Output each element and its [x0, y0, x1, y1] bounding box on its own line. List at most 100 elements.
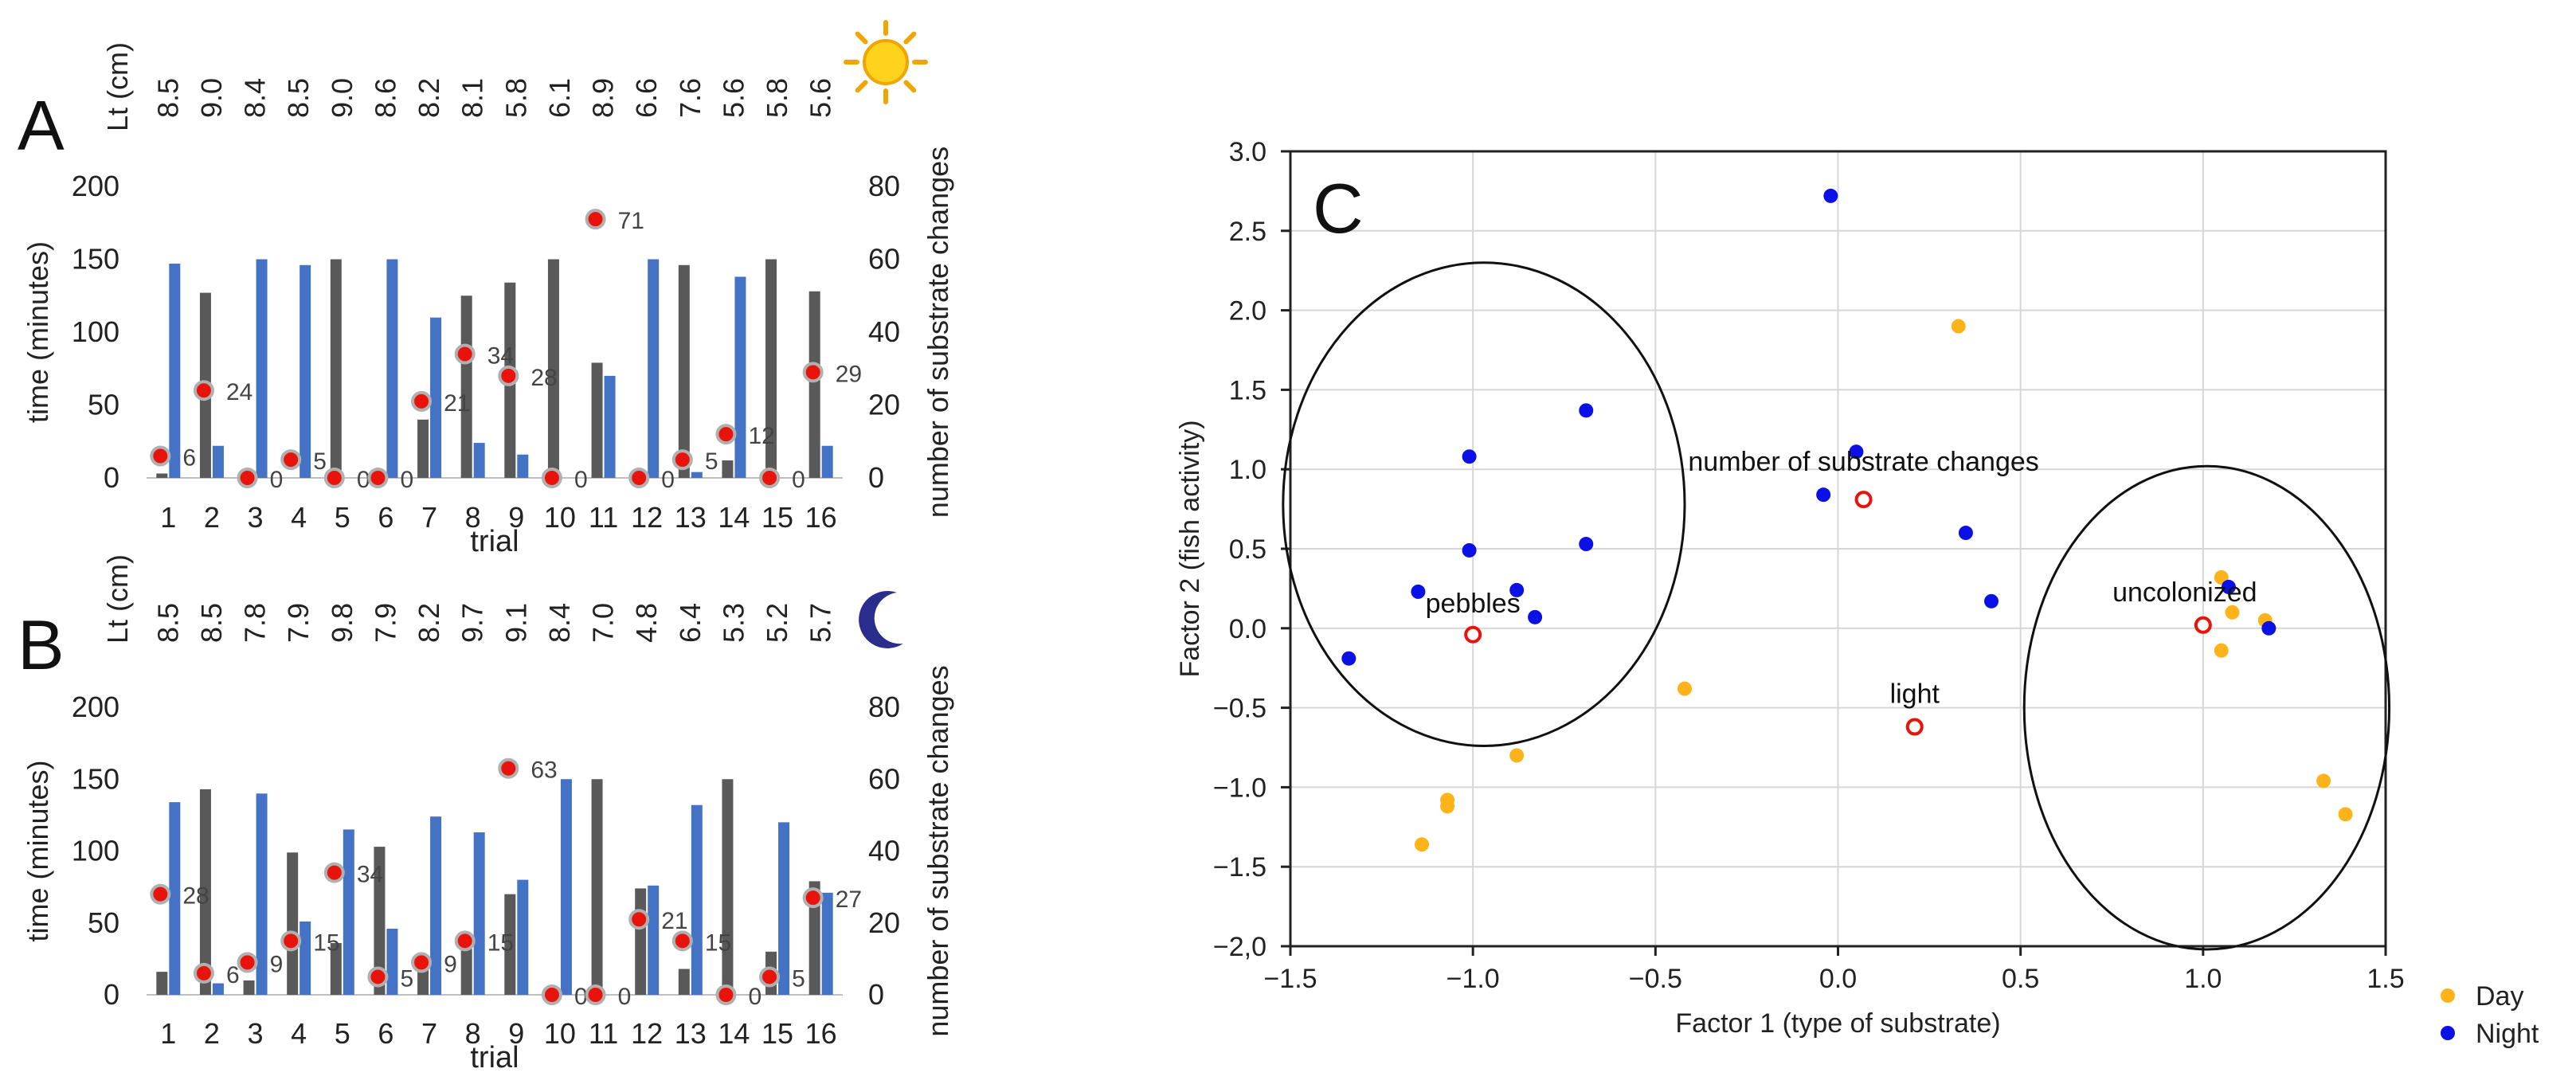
- point-day-11: [2338, 807, 2353, 822]
- marker-substrate-changes-16: [802, 362, 824, 383]
- marker-substrate-changes-2: [193, 962, 214, 984]
- x-tick-label: 4: [291, 501, 307, 534]
- bar-time-blue-7: [430, 816, 442, 995]
- panel-letter: A: [18, 86, 65, 165]
- point-night-13: [2221, 579, 2236, 594]
- x-tick-label: 11: [589, 1017, 618, 1050]
- data-label: 0: [357, 467, 370, 493]
- data-label: 34: [487, 342, 514, 369]
- lt-value: 8.5: [195, 603, 228, 643]
- x-tick-label: 15: [761, 501, 793, 534]
- y-tick-label-left: 150: [72, 762, 119, 795]
- x-axis-label: trial: [470, 525, 519, 558]
- y-tick-label-right: 40: [868, 835, 900, 867]
- x-axis-label: trial: [470, 1041, 519, 1074]
- lt-value: 4.8: [630, 603, 663, 643]
- point-day-9: [2214, 643, 2229, 658]
- bar-time-blue-5: [343, 829, 354, 995]
- y-tick-label-right: 60: [868, 762, 900, 795]
- x-tick-label: 6: [378, 501, 393, 534]
- marker-substrate-changes-9: [498, 365, 519, 386]
- data-label: 0: [400, 467, 413, 493]
- x-tick-label: 1: [160, 1017, 176, 1050]
- x-tick-label: 3: [248, 1017, 264, 1050]
- marker-substrate-changes-7: [411, 952, 433, 973]
- legend-marker-day: [2441, 988, 2455, 1003]
- data-label: 6: [182, 445, 196, 472]
- bar-time-blue-9: [517, 454, 529, 478]
- lt-value: 9.0: [195, 78, 228, 118]
- x-tick-label: 0.5: [2002, 964, 2039, 994]
- sun-icon: [844, 20, 928, 104]
- y-tick-label: 2.0: [1229, 296, 1266, 327]
- marker-substrate-changes-9: [498, 757, 519, 779]
- lt-value: 9.0: [326, 78, 358, 118]
- bar-time-dark-11: [591, 362, 603, 478]
- x-tick-label: 1: [160, 501, 176, 534]
- y-tick-label: −2,0: [1213, 932, 1266, 962]
- bar-time-dark-13: [678, 969, 690, 995]
- bar-time-blue-2: [212, 983, 224, 995]
- bar-time-blue-16: [821, 445, 833, 478]
- bar-time-dark-12: [635, 888, 647, 995]
- data-label: 28: [530, 365, 557, 391]
- data-label: 5: [400, 965, 413, 992]
- legend-label: Night: [2476, 1019, 2539, 1049]
- x-tick-label: 2: [204, 501, 220, 534]
- y-tick-label: 0.0: [1229, 614, 1266, 644]
- lt-value: 9.7: [456, 603, 489, 643]
- lt-value: 7.9: [282, 603, 315, 643]
- bar-time-blue-13: [691, 804, 703, 995]
- marker-substrate-changes-11: [585, 209, 606, 230]
- bar-time-blue-16: [821, 892, 833, 995]
- bar-time-blue-3: [256, 793, 268, 995]
- data-label: 27: [836, 886, 862, 913]
- x-tick-label: 9: [508, 501, 524, 534]
- y-tick-label-left: 0: [104, 461, 119, 494]
- bar-time-blue-4: [299, 921, 311, 995]
- lt-value: 8.6: [369, 78, 401, 118]
- y-tick-label-left: 150: [72, 243, 119, 276]
- bar-time-blue-10: [560, 779, 572, 995]
- bar-time-dark-8: [460, 295, 472, 478]
- centroid-pebbles: [1464, 625, 1482, 644]
- data-label: 0: [748, 984, 761, 1010]
- marker-substrate-changes-5: [323, 468, 345, 488]
- marker-substrate-changes-1: [150, 445, 171, 467]
- x-tick-label: 1.0: [2184, 964, 2222, 994]
- y-tick-label: 3.0: [1229, 137, 1266, 167]
- marker-substrate-changes-8: [454, 343, 476, 365]
- bar-time-blue-3: [256, 259, 268, 478]
- data-label: 0: [792, 467, 805, 493]
- x-tick-label: 16: [805, 501, 837, 534]
- bar-time-dark-16: [808, 881, 820, 995]
- x-tick-label: −1.5: [1263, 964, 1317, 994]
- point-night-10: [1816, 487, 1831, 503]
- point-day-1: [1678, 681, 1692, 696]
- x-tick-label: 11: [589, 501, 618, 534]
- data-label: 34: [357, 862, 383, 888]
- centroid-label: light: [1890, 679, 1940, 710]
- marker-substrate-changes-13: [671, 449, 693, 471]
- lt-value: 6.1: [543, 78, 576, 118]
- bar-time-dark-1: [156, 972, 168, 995]
- bar-time-blue-7: [430, 317, 442, 478]
- marker-substrate-changes-14: [715, 984, 737, 1005]
- data-label: 29: [836, 361, 862, 387]
- y-tick-label-left: 200: [72, 691, 119, 723]
- y-tick-label-right: 80: [868, 691, 900, 723]
- y-tick-label-left: 50: [88, 389, 119, 421]
- x-tick-label: 12: [631, 501, 663, 534]
- marker-substrate-changes-13: [671, 930, 693, 952]
- y-axis-label-right: number of substrate changes: [922, 665, 954, 1036]
- lt-value: 8.5: [151, 78, 184, 118]
- point-day-0: [1951, 319, 1966, 334]
- bar-time-blue-11: [604, 375, 616, 478]
- x-tick-label: 13: [675, 1017, 707, 1050]
- lt-value: 7.9: [369, 603, 401, 643]
- marker-substrate-changes-16: [802, 887, 824, 909]
- x-tick-label: 1.5: [2367, 964, 2404, 994]
- x-tick-label: 8: [465, 1017, 481, 1050]
- y-tick-label: 1.5: [1229, 375, 1266, 405]
